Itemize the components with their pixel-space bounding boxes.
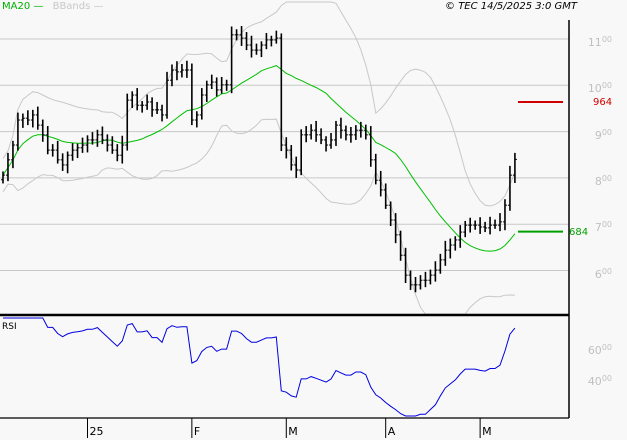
y-tick-label: 1100	[572, 35, 612, 49]
bband-lower	[2, 118, 515, 315]
y-tick-minor: 00	[601, 220, 612, 230]
rsi-tick-minor: 00	[601, 374, 612, 383]
bband-upper	[2, 1, 516, 207]
x-tick-label: M	[482, 425, 492, 438]
y-tick-label: 800	[572, 174, 612, 188]
y-tick-label: 1000	[572, 81, 612, 95]
y-tick-major: 11	[587, 36, 602, 49]
rsi-tick-minor: 00	[601, 343, 612, 352]
ma20-line	[2, 65, 516, 252]
y-tick-major: 10	[587, 82, 602, 96]
y-tick-minor: 00	[601, 127, 612, 137]
x-tick-label: 25	[89, 425, 104, 438]
legend-bbands: BBands —	[52, 1, 104, 12]
y-tick-minor: 00	[601, 81, 612, 91]
rsi-line	[3, 317, 516, 417]
y-tick-minor: 00	[601, 173, 612, 183]
legend-ma20: MA20 —	[2, 1, 44, 12]
rsi-tick-major: 60	[587, 344, 602, 357]
copyright-timestamp: © TEC 14/5/2025 3:0 GMT	[445, 1, 577, 12]
y-tick-label: 900	[572, 128, 612, 142]
rsi-tick-major: 40	[587, 375, 602, 388]
y-tick-minor: 00	[601, 35, 612, 44]
x-tick-label: M	[288, 425, 298, 438]
x-tick-label: A	[387, 425, 396, 438]
y-tick-label: 700	[572, 220, 612, 234]
y-tick-major: 9	[594, 128, 602, 142]
rsi-tick-label: 6000	[572, 343, 612, 357]
y-tick-major: 7	[594, 221, 602, 235]
support-label: 684	[569, 226, 589, 238]
legend-ma20-label: MA20	[2, 1, 31, 12]
rsi-tick-label: 4000	[572, 374, 612, 388]
legend-bbands-label: BBands	[52, 1, 91, 12]
y-tick-label: 600	[572, 267, 612, 281]
resistance-label: 964	[593, 96, 613, 108]
rsi-title: RSI	[2, 322, 17, 332]
legend: MA20 — BBands —	[2, 1, 104, 12]
y-tick-minor: 00	[601, 266, 612, 276]
x-tick-label: F	[193, 425, 201, 438]
y-tick-major: 8	[594, 174, 602, 188]
y-tick-major: 6	[594, 267, 602, 281]
